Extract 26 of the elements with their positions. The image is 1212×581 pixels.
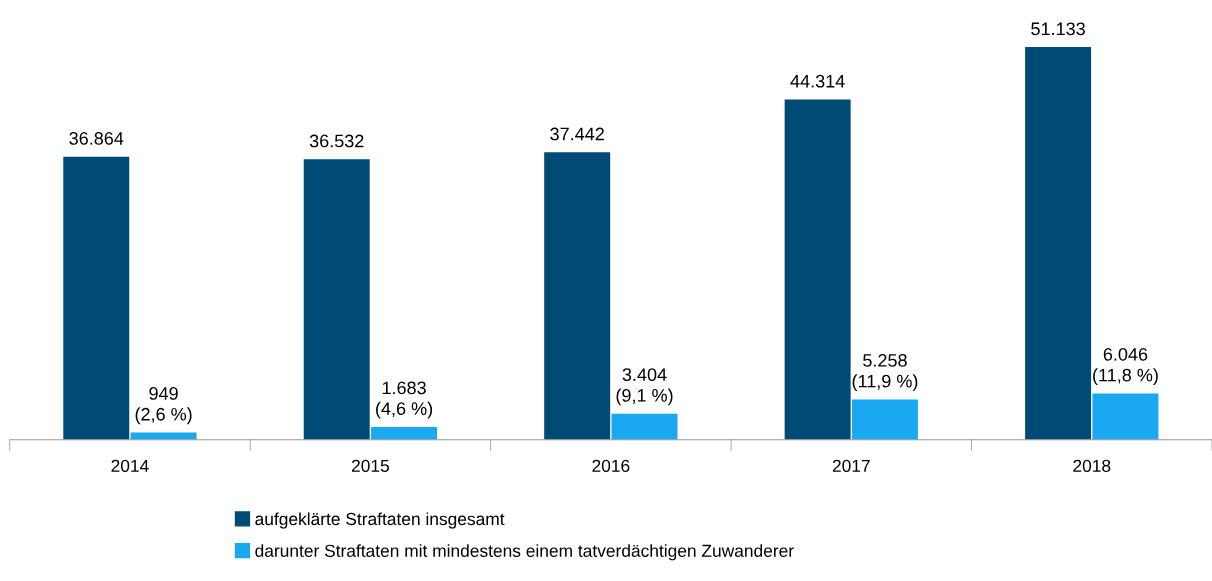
data-label: 5.258 (11,9 %) — [852, 353, 918, 392]
bar — [63, 156, 130, 440]
x-tick-label: 2016 — [592, 459, 630, 473]
data-label: 1.683 (4,6 %) — [376, 381, 433, 419]
x-tick-label: 2017 — [832, 459, 870, 473]
bar — [1092, 393, 1159, 440]
bar — [611, 413, 678, 440]
bar — [303, 159, 370, 440]
data-label: 44.314 — [790, 74, 845, 88]
bar — [784, 99, 851, 440]
bar — [851, 399, 918, 440]
legend-label: darunter Straftaten mit mindestens einem tatverdächtigen Zuwanderer — [255, 544, 794, 561]
legend-label: aufgeklärte Straftaten insgesamt — [255, 512, 505, 529]
data-label: 51.133 — [1031, 22, 1085, 36]
bar — [371, 426, 438, 440]
bar — [544, 152, 611, 440]
data-label: 37.442 — [550, 127, 604, 141]
data-label: 36.864 — [69, 132, 124, 145]
x-tick-label: 2015 — [351, 459, 389, 473]
x-tick-label: 2018 — [1073, 459, 1111, 473]
data-label: 949 (2,6 %) — [135, 387, 192, 425]
data-label: 6.046 (11,8 %) — [1093, 347, 1158, 386]
x-tick-label: 2014 — [111, 459, 149, 473]
bar — [1025, 47, 1092, 440]
data-label: 3.404 (9,1 %) — [616, 368, 673, 406]
data-label: 36.532 — [309, 134, 364, 148]
